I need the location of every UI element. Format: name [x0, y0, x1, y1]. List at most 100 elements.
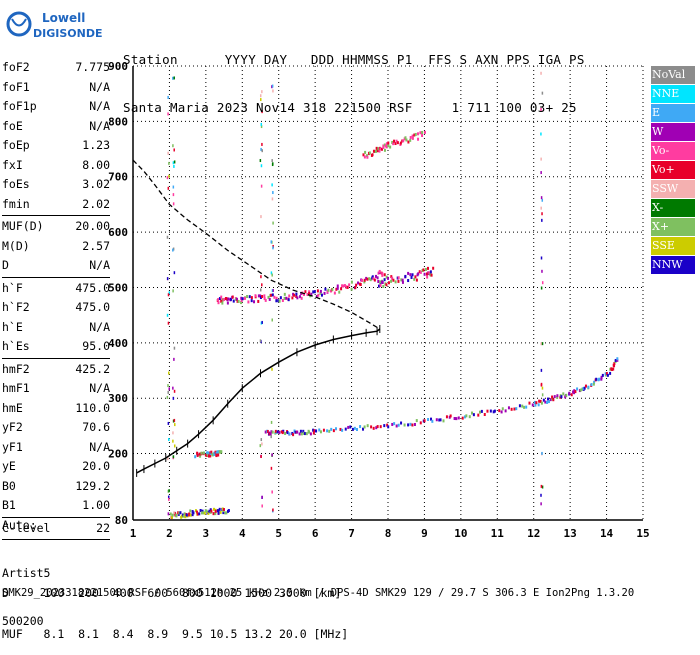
- param-name: B0: [2, 478, 16, 493]
- o-trace-point: [372, 277, 375, 281]
- noise-point: [272, 221, 274, 225]
- x-trace-point: [339, 427, 342, 431]
- es-trace-point: [217, 511, 220, 515]
- noise-point: [541, 218, 543, 222]
- o-trace-point: [376, 276, 379, 280]
- x-trace-point: [264, 430, 267, 434]
- o-trace-point: [246, 294, 249, 298]
- o-trace-point: [381, 273, 384, 277]
- x-trace-point: [296, 430, 299, 434]
- multihop-trace-point: [413, 133, 416, 137]
- param-value: 475.0: [75, 280, 110, 295]
- x-trace-point: [393, 422, 396, 426]
- o-trace-point: [350, 287, 353, 291]
- legend-item: X-: [651, 199, 695, 217]
- o-trace-point: [315, 295, 318, 299]
- x-trace-point: [439, 418, 442, 422]
- noise-point: [167, 489, 170, 493]
- noise-point: [261, 90, 263, 94]
- o-trace-point: [350, 280, 353, 284]
- param-value: 20.0: [82, 459, 110, 473]
- noise-point: [541, 281, 544, 285]
- x-tick-label: 2: [166, 527, 173, 540]
- o-trace-point: [338, 290, 341, 294]
- param-row: foF1 N/A: [2, 78, 110, 98]
- x-trace-point: [271, 430, 274, 434]
- o-trace-upper-point: [430, 273, 433, 277]
- es-2hop-trace-point: [213, 451, 216, 455]
- o-trace-upper-point: [404, 274, 407, 278]
- multihop-trace-point: [366, 155, 369, 159]
- x-trace-point: [463, 415, 466, 419]
- es-2hop-trace-point: [216, 450, 219, 454]
- noise-point: [168, 497, 170, 501]
- es-trace-point: [169, 512, 172, 516]
- noise-point: [167, 390, 169, 394]
- x-trace-point: [601, 373, 604, 377]
- param-value: 110.0: [75, 400, 110, 415]
- noise-point: [540, 196, 543, 200]
- o-trace-upper-point: [392, 278, 395, 282]
- o-trace-point: [230, 297, 233, 301]
- param-name: h`E: [2, 319, 23, 334]
- x-trace-point: [372, 426, 375, 430]
- x-trace-point: [604, 372, 607, 376]
- x-trace-point: [546, 400, 549, 404]
- x-trace-point: [403, 423, 406, 427]
- param-row: B1 1.00: [2, 496, 110, 516]
- profile-line: [136, 328, 381, 474]
- es-trace-point: [201, 509, 204, 513]
- o-trace-point: [293, 293, 296, 297]
- noise-point: [540, 107, 542, 111]
- noise-point: [173, 444, 176, 448]
- o-trace-point: [317, 293, 320, 297]
- o-trace-point: [316, 289, 319, 293]
- noise-point: [260, 125, 263, 129]
- param-row: h`F 475.0: [2, 279, 110, 299]
- o-trace-upper-point: [401, 278, 404, 282]
- x-trace-point: [616, 358, 619, 362]
- o-trace-point: [296, 296, 299, 300]
- noise-point: [270, 420, 273, 424]
- x-trace-point: [552, 398, 555, 402]
- param-name: foEs: [2, 177, 30, 191]
- o-trace-point: [346, 285, 349, 289]
- multihop-trace-point: [377, 147, 380, 151]
- x-trace-point: [540, 401, 543, 405]
- x-trace-point: [318, 428, 321, 432]
- es-2hop-trace-point: [211, 452, 214, 456]
- x-trace-point: [470, 411, 473, 415]
- x-trace-point: [544, 400, 547, 404]
- o-trace-upper-point: [378, 284, 381, 288]
- multihop-trace-point: [364, 150, 367, 154]
- param-name: foE: [2, 118, 23, 133]
- param-name: fxI: [2, 157, 23, 172]
- noise-point: [541, 269, 543, 273]
- o-trace-upper-point: [422, 268, 425, 272]
- o-trace-upper-point: [415, 278, 418, 282]
- header-values: Santa Maria 2023 Nov14 318 221500 RSF 1 …: [123, 100, 577, 115]
- x-trace-point: [313, 429, 316, 433]
- noise-point: [261, 320, 263, 324]
- x-trace-point: [551, 397, 554, 401]
- noise-point: [172, 185, 175, 189]
- o-trace-upper-point: [390, 279, 393, 283]
- es-2hop-trace-point: [198, 452, 201, 456]
- o-trace-point: [333, 291, 336, 295]
- noise-point: [260, 321, 263, 325]
- x-trace-point: [305, 432, 308, 436]
- multihop-trace-point: [404, 136, 407, 140]
- o-trace-point: [218, 297, 221, 301]
- noise-point: [541, 451, 543, 455]
- noise-point: [540, 368, 543, 372]
- multihop-trace-point: [417, 137, 420, 141]
- o-trace-point: [226, 301, 229, 305]
- x-trace-point: [592, 382, 595, 386]
- noise-point: [259, 339, 262, 343]
- x-trace-point: [395, 424, 398, 428]
- o-trace-point: [235, 297, 238, 301]
- scaled-parameters-panel: foF2 7.775 foF1 N/A foF1p N/A foE N/A foEp 1.23 fx…: [2, 58, 110, 541]
- noise-point: [261, 442, 263, 446]
- noise-point: [270, 435, 272, 439]
- o-trace-upper-point: [417, 272, 420, 276]
